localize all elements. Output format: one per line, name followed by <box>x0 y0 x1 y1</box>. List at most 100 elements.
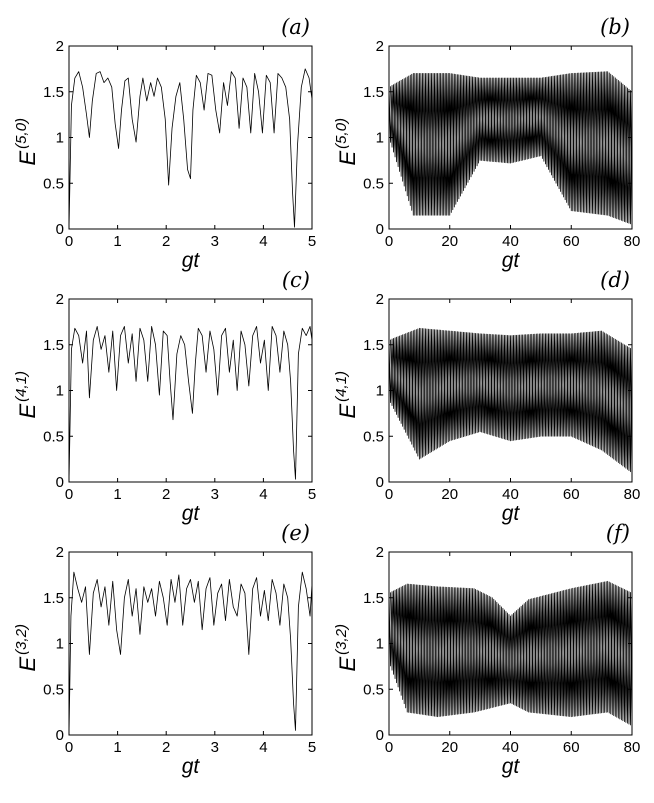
y-axis-label-superscript: (4,1) <box>333 371 350 402</box>
y-tick-label: 0 <box>56 727 64 744</box>
x-tick-label: 0 <box>65 233 73 250</box>
x-tick-label: 1 <box>113 739 121 756</box>
y-tick-label: 1.5 <box>43 590 64 607</box>
y-axis-label-main: E <box>15 404 40 419</box>
panel-tag: (b) <box>600 15 630 39</box>
panel-tag: (f) <box>606 521 630 545</box>
x-tick-label: 40 <box>502 739 519 756</box>
data-series-1 <box>69 571 312 735</box>
x-tick-label: 40 <box>502 486 519 503</box>
panel-d: 0 20 40 60 80 0 0.5 1 1.5 2 gt E (4,1) (d) <box>333 268 640 525</box>
y-tick-label: 1 <box>376 383 384 400</box>
y-tick-label: 2 <box>56 291 64 308</box>
x-tick-label: 5 <box>308 233 316 250</box>
x-tick-label: 0 <box>65 486 73 503</box>
y-tick-label: 1 <box>56 130 64 147</box>
y-tick-label: 2 <box>376 291 384 308</box>
x-tick-label: 3 <box>211 233 219 250</box>
y-axis-label-superscript: (5,0) <box>13 118 30 149</box>
panel-c: 0 1 2 3 4 5 0 0.5 1 1.5 2 gt E (4,1) (c) <box>13 268 316 525</box>
y-axis-label-main: E <box>335 151 360 166</box>
y-tick-label: 0.5 <box>43 681 64 698</box>
y-axis-label-superscript: (4,1) <box>13 371 30 402</box>
x-tick-label: 60 <box>563 233 580 250</box>
y-axis-label-superscript: (3,2) <box>13 624 30 655</box>
y-axis-label-main: E <box>15 657 40 672</box>
y-tick-label: 2 <box>56 544 64 561</box>
y-tick-label: 0 <box>376 727 384 744</box>
x-axis-label: gt <box>182 249 201 272</box>
x-tick-label: 0 <box>385 486 393 503</box>
y-tick-label: 1 <box>56 636 64 653</box>
panel-b: 0 20 40 60 80 0 0.5 1 1.5 2 gt E (5,0) (b) <box>333 15 640 272</box>
y-axis-label: E (3,2) <box>333 624 360 672</box>
x-tick-label: 20 <box>441 486 458 503</box>
panel-f: 0 20 40 60 80 0 0.5 1 1.5 2 gt E (3,2) (f) <box>333 521 640 778</box>
data-series-1 <box>69 326 312 482</box>
x-axis-label: gt <box>502 755 521 778</box>
y-axis-label-superscript: (5,0) <box>333 118 350 149</box>
y-tick-label: 1.5 <box>363 337 384 354</box>
panel-a: 0 1 2 3 4 5 0 0.5 1 1.5 2 gt E (5,0) (a) <box>13 15 316 272</box>
oscillation-trace-1 <box>389 580 632 726</box>
x-tick-label: 80 <box>624 233 641 250</box>
x-tick-label: 3 <box>211 486 219 503</box>
y-tick-label: 1.5 <box>43 84 64 101</box>
y-axis-label: E (3,2) <box>13 624 40 672</box>
x-tick-label: 1 <box>113 233 121 250</box>
x-axis-label: gt <box>182 755 201 778</box>
axes-frame <box>68 45 313 230</box>
y-tick-label: 0.5 <box>363 681 384 698</box>
oscillation-trace-2 <box>390 71 632 225</box>
x-axis-label: gt <box>502 249 521 272</box>
y-tick-label: 1.5 <box>363 590 384 607</box>
x-tick-label: 80 <box>624 486 641 503</box>
y-tick-label: 1.5 <box>43 337 64 354</box>
y-tick-label: 1 <box>376 636 384 653</box>
x-tick-label: 80 <box>624 739 641 756</box>
y-tick-label: 0 <box>56 221 64 238</box>
y-axis-label-main: E <box>15 151 40 166</box>
x-tick-label: 5 <box>308 739 316 756</box>
y-axis-label-main: E <box>335 657 360 672</box>
x-tick-label: 0 <box>65 739 73 756</box>
y-tick-label: 1.5 <box>363 84 384 101</box>
y-tick-label: 0.5 <box>363 428 384 445</box>
panel-tag: (e) <box>281 521 310 545</box>
x-tick-label: 5 <box>308 486 316 503</box>
y-axis-label: E (4,1) <box>13 371 40 419</box>
y-tick-label: 1 <box>56 383 64 400</box>
oscillation-trace-2 <box>390 581 632 726</box>
x-tick-label: 4 <box>259 739 267 756</box>
y-tick-label: 2 <box>376 544 384 561</box>
x-axis-label: gt <box>182 502 201 525</box>
y-axis-label-main: E <box>335 404 360 419</box>
y-tick-label: 0.5 <box>43 175 64 192</box>
x-tick-label: 20 <box>441 739 458 756</box>
panel-tag: (d) <box>600 268 630 292</box>
x-tick-label: 0 <box>385 739 393 756</box>
x-tick-label: 0 <box>385 233 393 250</box>
x-tick-label: 40 <box>502 233 519 250</box>
y-axis-label-superscript: (3,2) <box>333 624 350 655</box>
y-tick-label: 0.5 <box>363 175 384 192</box>
axes-frame <box>68 298 313 483</box>
x-tick-label: 4 <box>259 233 267 250</box>
y-axis-label: E (5,0) <box>13 118 40 166</box>
oscillation-trace-1 <box>389 71 632 225</box>
y-tick-label: 0 <box>376 474 384 491</box>
x-axis-label: gt <box>502 502 521 525</box>
y-tick-label: 2 <box>376 38 384 55</box>
x-tick-label: 1 <box>113 486 121 503</box>
x-tick-label: 60 <box>563 739 580 756</box>
panel-tag: (a) <box>281 15 310 39</box>
x-tick-label: 4 <box>259 486 267 503</box>
x-tick-label: 2 <box>162 486 170 503</box>
x-tick-label: 2 <box>162 233 170 250</box>
panel-e: 0 1 2 3 4 5 0 0.5 1 1.5 2 gt E (3,2) (e) <box>13 521 316 778</box>
panel-tag: (c) <box>282 268 310 292</box>
x-tick-label: 20 <box>441 233 458 250</box>
y-axis-label: E (4,1) <box>333 371 360 419</box>
oscillation-trace-2 <box>390 328 632 473</box>
